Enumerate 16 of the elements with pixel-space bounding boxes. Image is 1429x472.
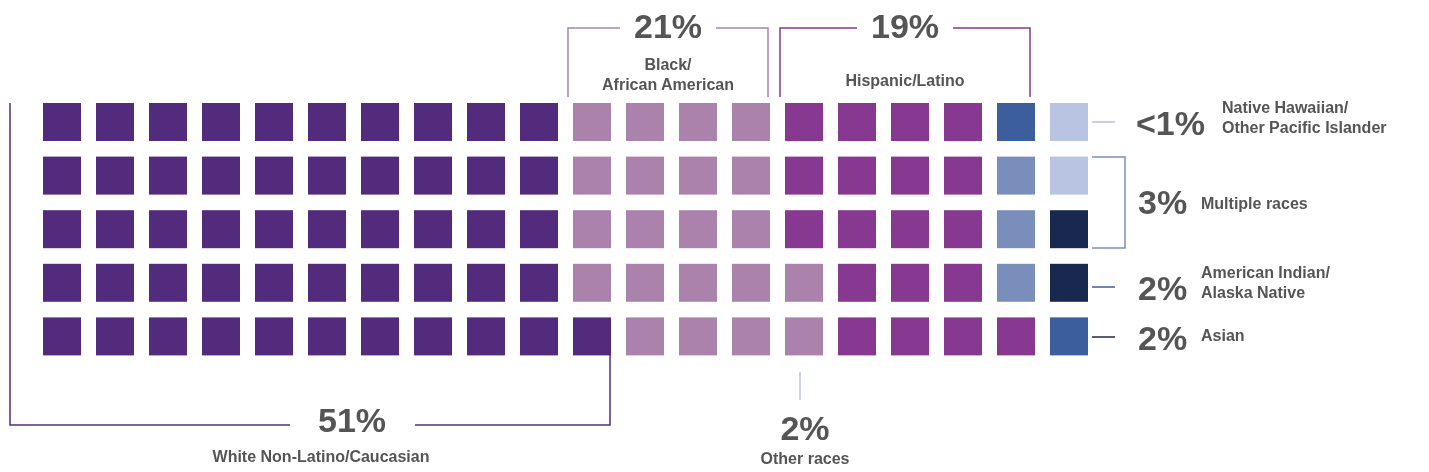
category-label: Asian xyxy=(1201,327,1245,344)
category-label: Hispanic/Latino xyxy=(845,72,965,89)
data-label: 19% xyxy=(870,7,940,45)
data-label: 2% xyxy=(1138,269,1188,307)
data-label: 2% xyxy=(780,409,830,447)
data-label: 21% xyxy=(633,7,703,45)
data-label: 51% xyxy=(317,401,387,439)
data-label: <1% xyxy=(1136,104,1205,142)
category-label: American Indian/ Alaska Native xyxy=(1201,264,1331,301)
category-label: Native Hawaiian/ Other Pacific Islander xyxy=(1222,99,1387,136)
data-label: 3% xyxy=(1138,183,1188,221)
category-label: White Non-Latino/Caucasian xyxy=(212,448,430,465)
data-label: 2% xyxy=(1138,319,1188,357)
category-label: Other races xyxy=(760,450,850,467)
category-label: Black/ African American xyxy=(602,56,734,93)
category-label: Multiple races xyxy=(1201,195,1308,212)
